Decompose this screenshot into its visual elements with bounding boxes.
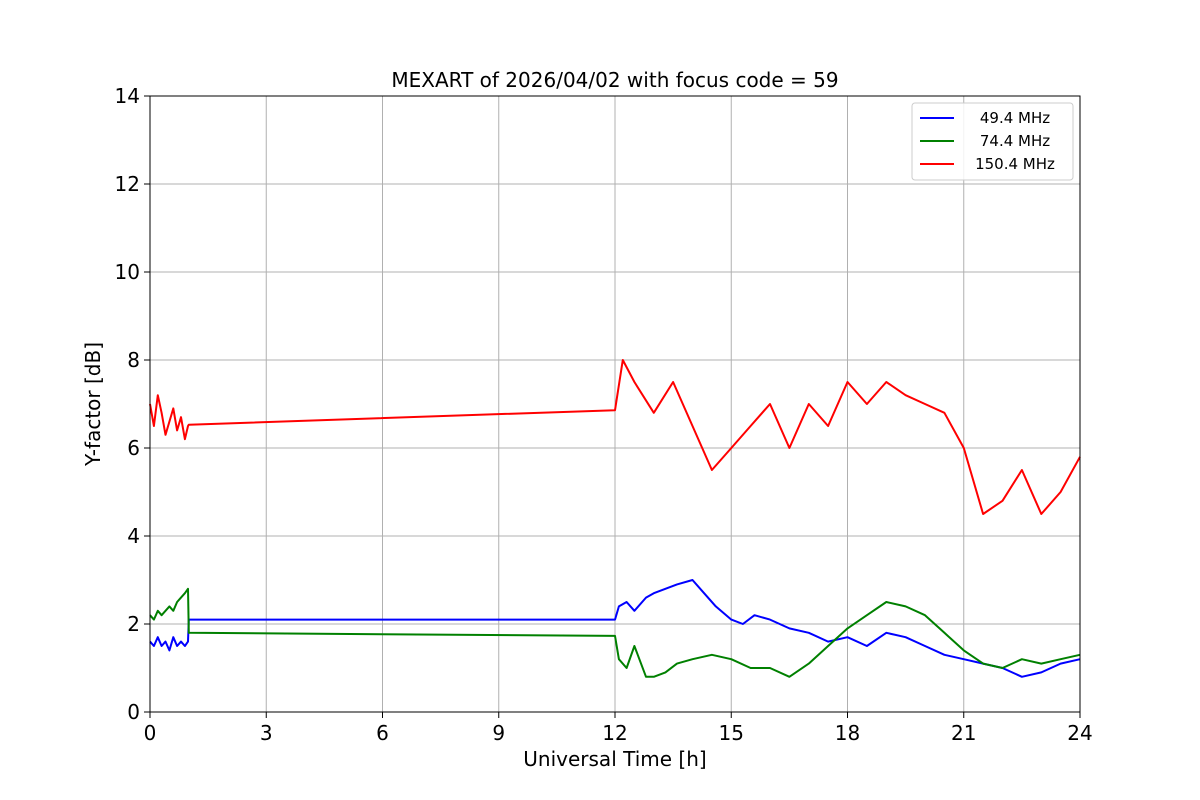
series-line-0 bbox=[149, 579, 1081, 678]
y-axis-label: Y-factor [dB] bbox=[81, 342, 105, 467]
legend-label-0: 49.4 MHz bbox=[980, 109, 1050, 127]
x-tick-label: 9 bbox=[492, 721, 505, 745]
chart-title: MEXART of 2026/04/02 with focus code = 5… bbox=[391, 68, 838, 92]
y-tick-label: 12 bbox=[115, 172, 140, 196]
y-tick-label: 0 bbox=[127, 700, 140, 724]
y-tick-label: 8 bbox=[127, 348, 140, 372]
x-tick-label: 0 bbox=[144, 721, 157, 745]
y-tick-label: 14 bbox=[115, 84, 140, 108]
y-tick-label: 6 bbox=[127, 436, 140, 460]
x-axis-label: Universal Time [h] bbox=[523, 747, 706, 771]
x-tick-label: 24 bbox=[1067, 721, 1092, 745]
x-tick-label: 21 bbox=[951, 721, 976, 745]
x-tick-label: 3 bbox=[260, 721, 273, 745]
series-lines bbox=[149, 359, 1081, 678]
legend-label-1: 74.4 MHz bbox=[980, 132, 1050, 150]
series-line-2 bbox=[149, 359, 1081, 515]
x-tick-label: 18 bbox=[835, 721, 860, 745]
y-tick-label: 4 bbox=[127, 524, 140, 548]
series-line-1 bbox=[149, 587, 1081, 678]
legend: 49.4 MHz 74.4 MHz 150.4 MHz bbox=[911, 102, 1074, 181]
x-axis-ticks: 0 3 6 9 12 15 18 21 24 bbox=[144, 712, 1093, 745]
y-tick-label: 10 bbox=[115, 260, 140, 284]
legend-box bbox=[911, 102, 1074, 181]
x-tick-label: 12 bbox=[602, 721, 627, 745]
y-axis-ticks: 0 2 4 6 8 10 12 14 bbox=[115, 84, 150, 724]
x-tick-label: 6 bbox=[376, 721, 389, 745]
x-tick-label: 15 bbox=[719, 721, 744, 745]
legend-label-2: 150.4 MHz bbox=[975, 155, 1055, 173]
y-tick-label: 2 bbox=[127, 612, 140, 636]
